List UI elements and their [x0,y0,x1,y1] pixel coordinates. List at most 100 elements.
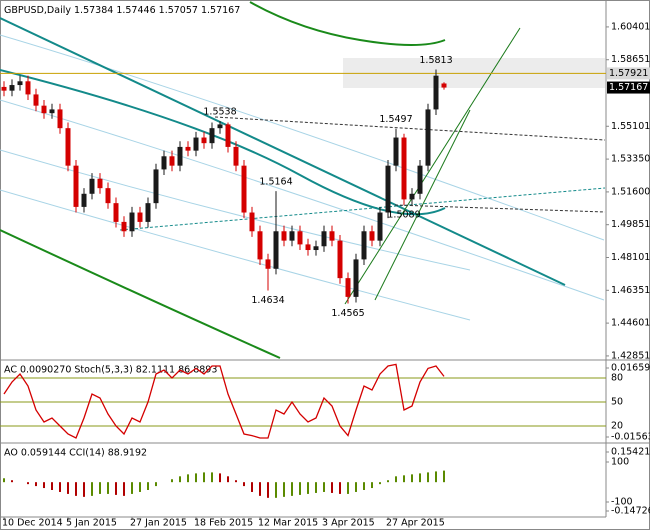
price-annotation: 1.5164 [259,177,292,188]
level-label: 1.57921 [609,68,648,79]
candle-body [97,178,103,189]
candle-body [137,212,143,222]
candle-body [305,244,311,251]
candle-body [257,231,263,260]
candle-body [81,193,87,207]
pane-header: AC 0.0090270 Stoch(5,3,3) 82.1111 86.889… [4,365,217,376]
candle-body [385,165,391,213]
candle-body [273,231,279,269]
candle-body [201,137,207,144]
candle-body [417,165,423,194]
candle-body [241,165,247,213]
price-annotation: 1.5813 [419,55,452,66]
price-annotation: 1.5089 [387,210,420,221]
y-tick-label: 0.154215 [611,447,650,458]
candle-body [425,109,431,166]
current-price-box [607,81,650,94]
candle-body [113,203,119,222]
y-tick-label: 0.016594 [611,363,650,374]
candle-body [441,83,447,88]
candle-body [57,109,63,129]
candle-body [377,212,383,241]
candle-body [321,231,327,247]
current-price-label: 1.57167 [609,82,648,93]
candle-body [209,128,215,144]
y-tick-label: 1.44601 [611,318,650,329]
candle-body [337,240,343,279]
y-tick-label: -100 [611,497,633,508]
price-annotation: 1.4634 [251,295,284,306]
candle-body [225,124,231,147]
candle-body [105,188,111,204]
candle-body [409,193,415,200]
candle-body [233,146,239,166]
candle-body [353,259,359,297]
x-tick-label: 3 Apr 2015 [322,518,375,529]
y-tick-label: 1.55101 [611,121,650,132]
candle-body [217,124,223,129]
candle-body [297,231,303,245]
candle-body [249,212,255,232]
price-annotation: 1.4565 [331,308,364,319]
candle-body [329,231,335,241]
candle-body [193,137,199,151]
candle-body [25,81,31,95]
y-tick-label: 1.49851 [611,219,650,230]
x-tick-label: 27 Jan 2015 [130,518,187,529]
candle-body [17,81,23,86]
y-tick-label: 1.46351 [611,285,650,296]
candle-body [393,137,399,166]
candle-body [161,156,167,170]
candle-body [265,259,271,269]
y-tick-label: 1.48101 [611,252,650,263]
candle-body [369,231,375,241]
candle-body [313,246,319,251]
y-tick-label: 1.60401 [611,21,650,32]
candle-body [153,169,159,204]
candle-body [73,165,79,207]
candle-body [49,109,55,114]
y-tick-label: 1.58651 [611,54,650,65]
pane-header: AO 0.059144 CCI(14) 88.9192 [4,448,147,459]
y-tick-label: 20 [611,421,623,432]
candle-body [33,94,39,106]
y-tick-label: -0.015637 [611,432,650,443]
candle-body [1,86,7,91]
candle-body [145,203,151,222]
x-tick-label: 27 Apr 2015 [386,518,445,529]
price-annotation: 1.5497 [379,114,412,125]
y-tick-label: 1.51600 [611,186,650,197]
candle-body [433,75,439,110]
y-tick-label: 80 [611,373,623,384]
price-annotation: 1.5538 [203,107,236,118]
candle-body [289,231,295,241]
candle-body [169,156,175,166]
x-tick-label: 18 Feb 2015 [194,518,253,529]
candle-body [401,137,407,200]
candle-body [89,178,95,194]
candle-body [361,231,367,260]
candle-body [9,85,15,91]
y-tick-label: 1.42851 [611,350,650,361]
chart-header: GBPUSD,Daily 1.57384 1.57446 1.57057 1.5… [4,5,240,16]
x-tick-label: 12 Mar 2015 [258,518,318,529]
candle-body [185,146,191,151]
candle-body [121,221,127,232]
candle-body [345,278,351,297]
indicator-lines [0,1,606,359]
candle-body [177,146,183,166]
stochastic-line [3,363,445,439]
candle-body [129,212,135,232]
candle-body [41,105,47,114]
candle-body [65,128,71,166]
y-tick-label: 100 [611,457,629,468]
candle-body [281,231,287,241]
x-tick-label: 10 Dec 2014 [2,518,63,529]
level-label-box [607,67,650,80]
y-tick-label: 50 [611,397,623,408]
x-tick-label: 5 Jan 2015 [66,518,117,529]
y-tick-label: 1.53350 [611,154,650,165]
y-tick-label: -0.147267 [611,506,650,517]
